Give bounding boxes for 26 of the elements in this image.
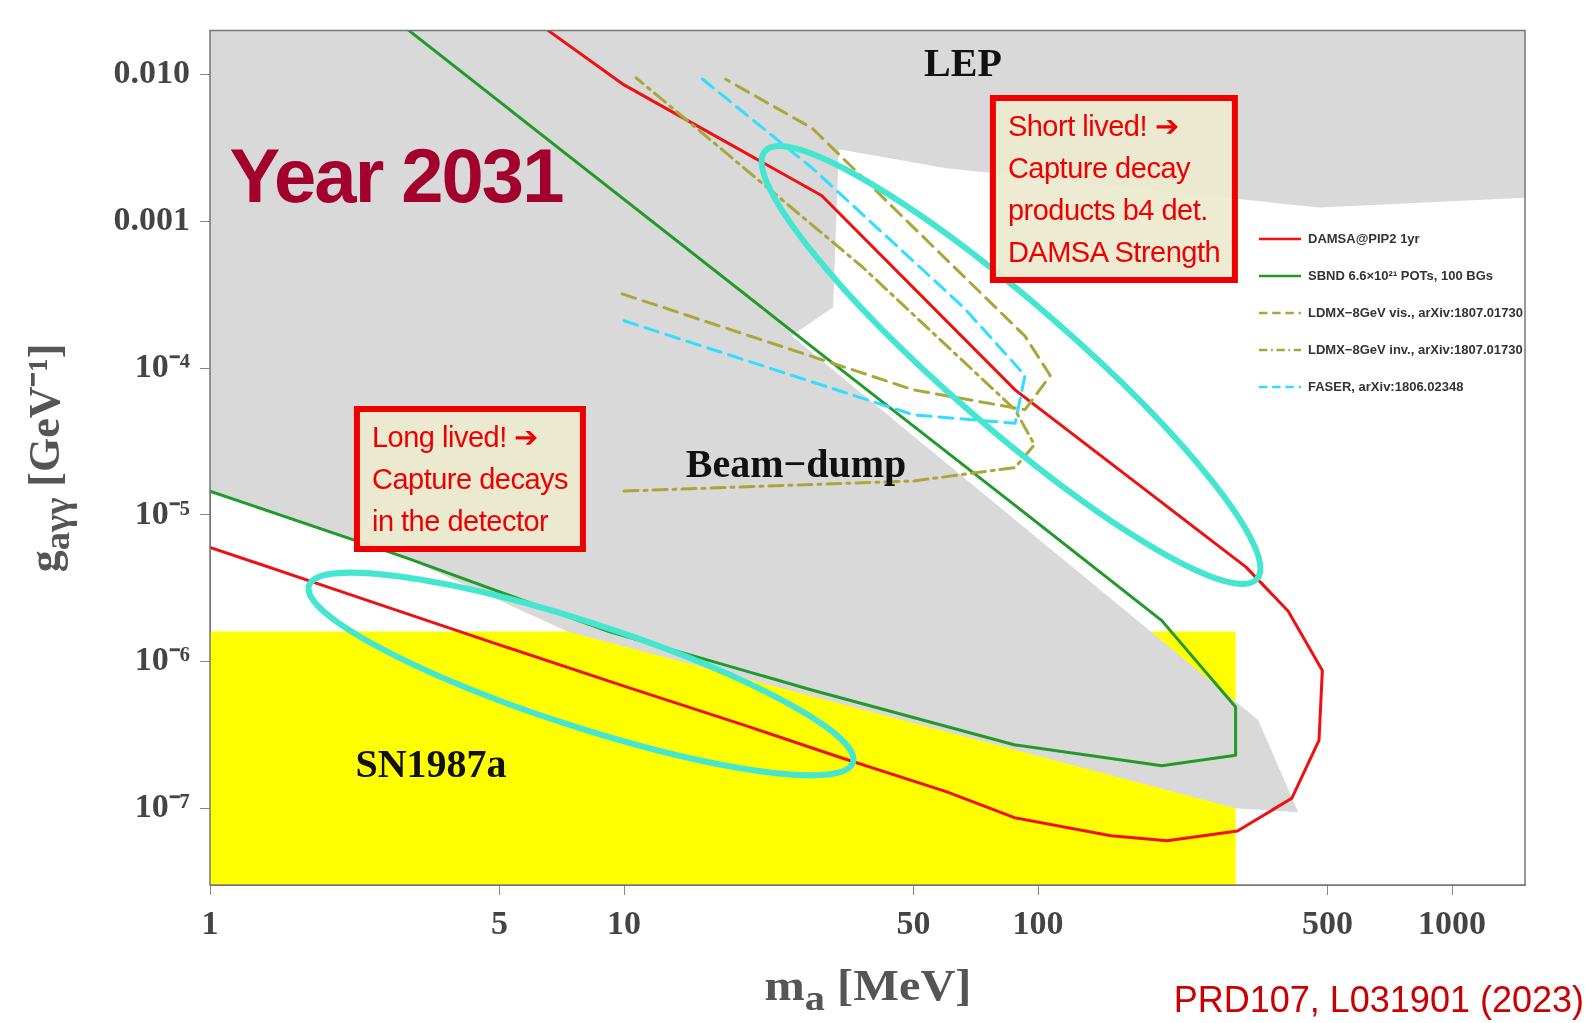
y-tick-label: 10⁻⁴: [134, 346, 190, 384]
text: PRD107, L031901 (2023): [1173, 979, 1584, 1021]
annotation: Long lived! ➔ Capture decays in the detector: [353, 406, 587, 552]
y-tick-label: 0.001: [113, 200, 190, 238]
y-tick-label: 10⁻⁵: [134, 493, 190, 531]
legend-label: FASER, arXiv:1806.02348: [1308, 379, 1464, 394]
legend-label: DAMSA@PIP2 1yr: [1308, 231, 1420, 246]
y-tick-label: 10⁻⁷: [134, 787, 190, 825]
annotation: Year 2031: [229, 131, 563, 219]
x-tick-label: 500: [1301, 904, 1353, 942]
annotation: LEP: [924, 38, 1002, 86]
y-tick-label: 10⁻⁶: [134, 640, 190, 678]
annotation: Short lived! ➔ Capture decay products b4 det. DAMSA Strength: [989, 95, 1239, 283]
y-tick-label: 0.010: [113, 53, 190, 91]
annotation: Beam−dump: [685, 439, 907, 487]
x-tick-label: 10: [607, 904, 642, 942]
annotation: SN1987a: [355, 739, 507, 787]
x-tick-label: 100: [1012, 904, 1064, 942]
x-axis-title: m$_{a}$ [MeV]: [764, 960, 971, 1019]
x-tick-label: 50: [896, 904, 931, 942]
x-tick-label: 1: [201, 904, 219, 942]
x-tick-label: 1000: [1418, 904, 1487, 942]
legend-label: SBND 6.6×10²¹ POTs, 100 BGs: [1308, 268, 1494, 283]
x-tick-label: 5: [490, 904, 508, 942]
legend-label: LDMX−8GeV vis., arXiv:1807.01730: [1308, 305, 1523, 320]
legend-label: LDMX−8GeV inv., arXiv:1807.01730: [1308, 342, 1523, 357]
